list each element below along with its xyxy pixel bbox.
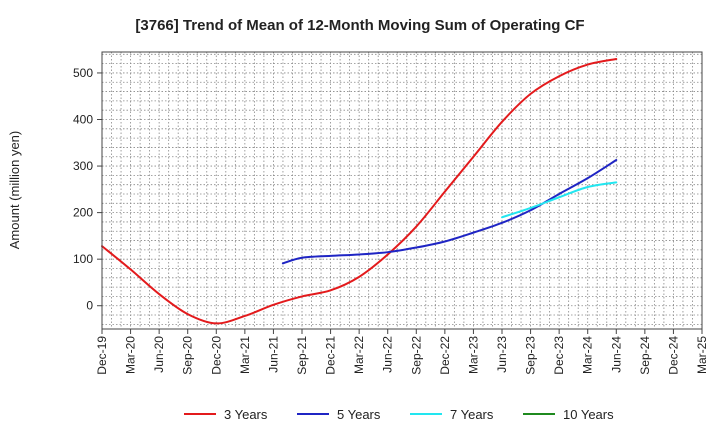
y-tick-label: 400 bbox=[73, 113, 93, 127]
series-line-3-years bbox=[101, 57, 618, 325]
x-tick-label: Sep-22 bbox=[409, 336, 423, 375]
legend-item-3-years: 3 Years bbox=[184, 407, 268, 422]
x-tick-label: Mar-23 bbox=[466, 336, 480, 374]
x-tick-label: Mar-22 bbox=[352, 336, 366, 374]
x-tick-label: Mar-25 bbox=[695, 336, 709, 374]
x-tick-label: Jun-21 bbox=[266, 336, 280, 373]
series-lines bbox=[101, 57, 618, 325]
x-tick-label: Jun-23 bbox=[495, 336, 509, 373]
legend-item-5-years: 5 Years bbox=[297, 407, 381, 422]
x-tick-label: Dec-20 bbox=[209, 336, 223, 375]
y-tick-label: 500 bbox=[73, 66, 93, 80]
y-tick-label: 200 bbox=[73, 206, 93, 220]
legend-label: 3 Years bbox=[224, 407, 268, 422]
legend-label: 10 Years bbox=[563, 407, 614, 422]
legend-label: 7 Years bbox=[450, 407, 494, 422]
x-tick-label: Mar-24 bbox=[581, 336, 595, 374]
x-tick-label: Dec-22 bbox=[438, 336, 452, 375]
grid-lines bbox=[101, 52, 703, 329]
y-tick-label: 100 bbox=[73, 252, 93, 266]
series-line-5-years bbox=[281, 159, 618, 265]
y-axis-ticks: 0 100 200 300 400 500 bbox=[73, 66, 102, 313]
x-tick-label: Sep-23 bbox=[524, 336, 538, 375]
x-tick-label: Dec-19 bbox=[95, 336, 109, 375]
series-line-7-years bbox=[501, 181, 618, 219]
y-tick-label: 0 bbox=[86, 299, 93, 313]
chart-title: [3766] Trend of Mean of 12-Month Moving … bbox=[135, 17, 584, 34]
legend-item-7-years: 7 Years bbox=[410, 407, 494, 422]
y-tick-label: 300 bbox=[73, 159, 93, 173]
y-axis-label: Amount (million yen) bbox=[7, 131, 22, 250]
x-tick-label: Dec-21 bbox=[324, 336, 338, 375]
legend: 3 Years 5 Years 7 Years 10 Years bbox=[184, 407, 614, 422]
x-tick-label: Dec-23 bbox=[552, 336, 566, 375]
x-tick-label: Mar-20 bbox=[124, 336, 138, 374]
x-tick-label: Sep-24 bbox=[638, 336, 652, 375]
legend-label: 5 Years bbox=[337, 407, 381, 422]
x-tick-label: Jun-22 bbox=[381, 336, 395, 373]
x-tick-label: Sep-21 bbox=[295, 336, 309, 375]
x-tick-label: Jun-20 bbox=[152, 336, 166, 373]
plot-frame bbox=[101, 51, 703, 330]
x-tick-label: Jun-24 bbox=[609, 336, 623, 373]
x-tick-label: Dec-24 bbox=[666, 336, 680, 375]
x-tick-label: Mar-21 bbox=[238, 336, 252, 374]
x-axis-ticks: Dec-19 Mar-20 Jun-20 Sep-20 Dec-20 Mar-21 Jun-… bbox=[95, 329, 709, 375]
plot-area bbox=[102, 52, 702, 329]
x-tick-label: Sep-20 bbox=[181, 336, 195, 375]
legend-item-10-years: 10 Years bbox=[523, 407, 614, 422]
